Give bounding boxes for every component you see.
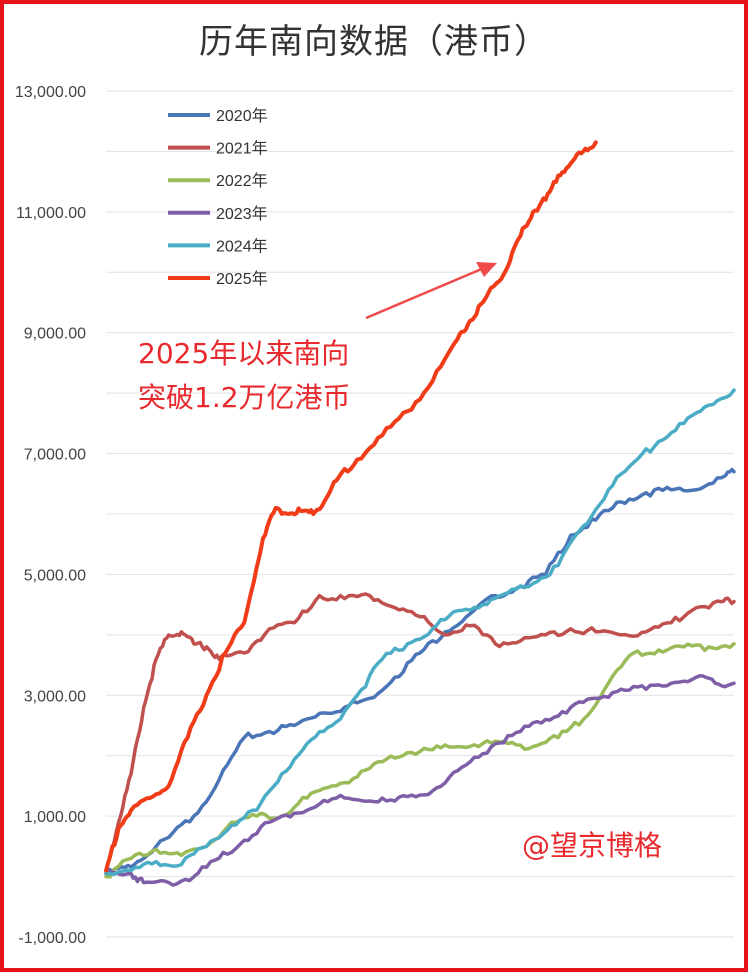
series-line-2 bbox=[104, 592, 736, 873]
gridlines bbox=[106, 90, 734, 938]
y-tick-label: 5,000.00 bbox=[24, 567, 86, 584]
legend-label: 2022年 bbox=[216, 172, 268, 190]
y-tick-label: 11,000.00 bbox=[16, 205, 86, 222]
chart-title: 历年南向数据（港币） bbox=[199, 22, 549, 62]
series-lines bbox=[104, 140, 736, 887]
y-tick-label: 1,000.00 bbox=[24, 809, 86, 826]
series-line-5 bbox=[104, 388, 736, 876]
y-axis-ticks: 13,000.00 11,000.00 9,000.00 7,000.00 5,000.… bbox=[15, 84, 86, 947]
annotation-arrow bbox=[365, 262, 497, 320]
annotation-text: 2025年以来南向 突破1.2万亿港币 bbox=[138, 332, 351, 420]
annotation-line-2: 突破1.2万亿港币 bbox=[138, 381, 351, 414]
y-tick-label: 7,000.00 bbox=[24, 447, 86, 464]
y-tick-label: -1,000.00 bbox=[18, 930, 86, 947]
y-tick-label: 3,000.00 bbox=[24, 688, 86, 705]
watermark: @望京博格 bbox=[522, 829, 663, 862]
legend-label: 2020年 bbox=[216, 107, 268, 125]
annotation-line-1: 2025年以来南向 bbox=[138, 337, 350, 370]
legend-label: 2021年 bbox=[216, 140, 268, 158]
legend-label: 2025年 bbox=[216, 270, 268, 288]
y-tick-label: 13,000.00 bbox=[15, 84, 86, 101]
legend-label: 2023年 bbox=[216, 205, 268, 223]
legend: 2020年 2021年 2022年 2023年 2024年 2025年 bbox=[168, 107, 268, 288]
series-line-6 bbox=[104, 140, 598, 873]
legend-label: 2024年 bbox=[216, 237, 268, 255]
y-tick-label: 9,000.00 bbox=[24, 326, 86, 343]
series-line-1 bbox=[104, 467, 736, 876]
series-line-4 bbox=[104, 674, 736, 887]
